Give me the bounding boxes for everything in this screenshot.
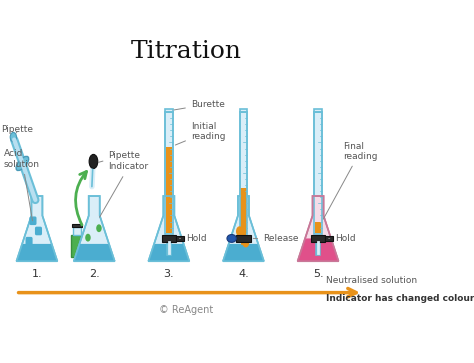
Text: Acid
solution: Acid solution [4, 150, 40, 221]
Polygon shape [74, 244, 115, 261]
Ellipse shape [85, 234, 91, 242]
Text: 2.: 2. [89, 269, 100, 279]
Text: Hold: Hold [180, 234, 207, 243]
Bar [71, 235, 83, 257]
Text: Pipette: Pipette [99, 151, 140, 162]
Text: Hold: Hold [328, 234, 356, 243]
Text: Neutralised solution: Neutralised solution [326, 276, 417, 285]
Bar [73, 228, 81, 235]
Text: 5.: 5. [313, 269, 323, 279]
Polygon shape [298, 196, 338, 261]
Bar [239, 109, 247, 112]
Ellipse shape [16, 156, 29, 171]
Text: Pipette: Pipette [1, 125, 34, 134]
Polygon shape [298, 238, 338, 261]
Polygon shape [74, 196, 115, 261]
Bar [311, 235, 325, 242]
Text: Final
reading: Final reading [323, 142, 378, 219]
Text: 4.: 4. [238, 269, 249, 279]
FancyBboxPatch shape [29, 216, 36, 225]
FancyBboxPatch shape [26, 237, 33, 245]
Bar [165, 112, 173, 234]
Ellipse shape [236, 226, 243, 236]
Text: Indicator: Indicator [100, 163, 148, 217]
Ellipse shape [242, 237, 249, 248]
Bar [165, 112, 173, 234]
Bar [72, 224, 82, 228]
FancyArrowPatch shape [75, 171, 87, 225]
Polygon shape [223, 244, 264, 261]
Ellipse shape [96, 224, 102, 232]
Text: Burette: Burette [174, 100, 225, 110]
Ellipse shape [89, 154, 98, 168]
Text: Release: Release [253, 234, 299, 243]
Text: Initial
reading: Initial reading [175, 122, 225, 145]
Bar [314, 112, 322, 234]
Bar [176, 236, 184, 241]
Polygon shape [17, 196, 57, 261]
Polygon shape [148, 244, 189, 261]
Ellipse shape [227, 234, 237, 242]
Bar [314, 109, 322, 112]
Text: Titration: Titration [131, 40, 242, 63]
Bar [314, 112, 322, 234]
Bar [239, 112, 247, 234]
Bar [237, 235, 251, 242]
Bar [239, 112, 247, 234]
Bar [240, 188, 247, 233]
Polygon shape [17, 244, 57, 261]
Text: © ReAgent: © ReAgent [159, 305, 213, 315]
Polygon shape [223, 196, 264, 261]
Bar [162, 235, 176, 242]
Text: 3.: 3. [164, 269, 174, 279]
Ellipse shape [10, 132, 17, 142]
Bar [325, 236, 333, 241]
Text: Indicator has changed colour: Indicator has changed colour [326, 294, 474, 303]
Polygon shape [148, 196, 189, 261]
FancyBboxPatch shape [35, 227, 42, 235]
Text: 1.: 1. [32, 269, 42, 279]
Bar [315, 222, 321, 233]
Bar [165, 147, 172, 233]
Bar [165, 109, 173, 112]
